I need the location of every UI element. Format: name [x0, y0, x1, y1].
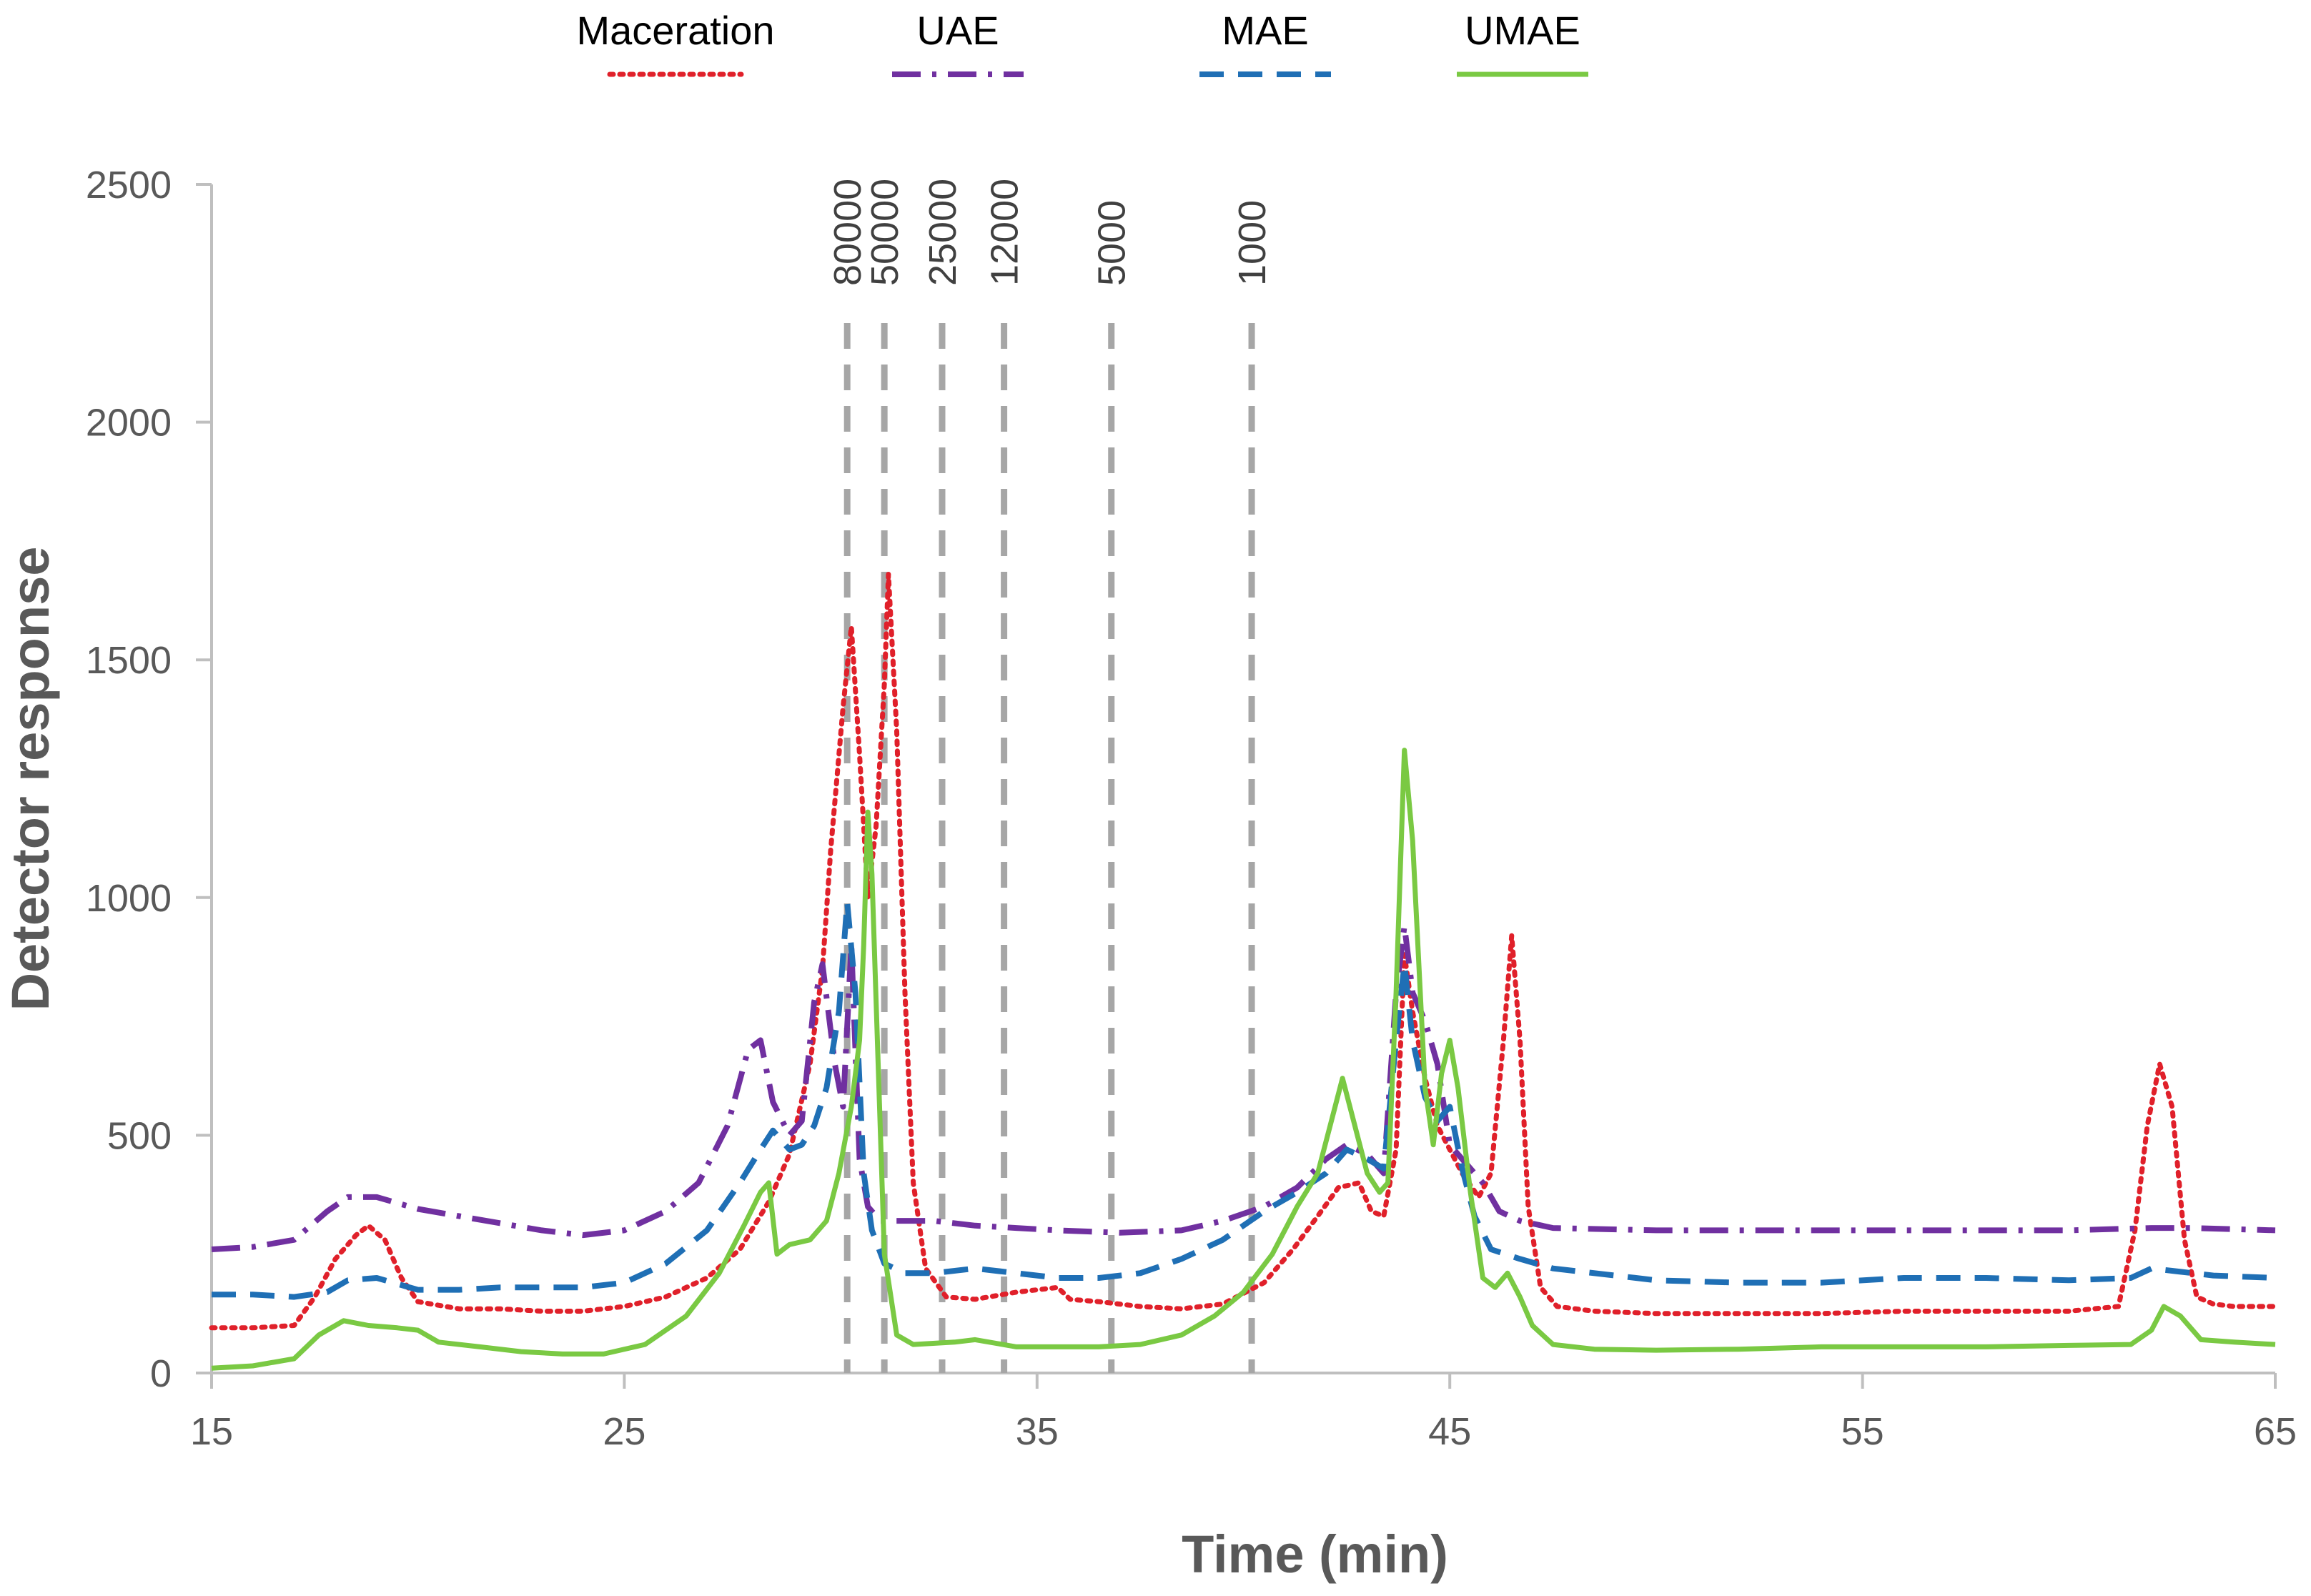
- mw-marker-label: 50000: [863, 179, 906, 286]
- x-axis-ticks: 15 25 35 45 55 65: [190, 1373, 2297, 1453]
- y-tick-label: 1500: [86, 639, 172, 682]
- series-line-uae: [211, 923, 2276, 1252]
- y-tick-label: 1000: [86, 877, 172, 920]
- mw-marker-label: 80000: [826, 179, 869, 286]
- x-tick-label: 35: [1016, 1410, 1059, 1453]
- y-tick-label: 2500: [86, 164, 172, 207]
- legend-label-umae: UMAE: [1465, 8, 1580, 53]
- y-tick-label: 2000: [86, 402, 172, 445]
- x-axis-title: Time (min): [1182, 1525, 1448, 1584]
- legend-label-maceration: Maceration: [576, 8, 774, 53]
- mw-marker-label: 5000: [1091, 200, 1134, 286]
- series-line-mae: [212, 899, 2276, 1300]
- x-tick-label: 55: [1841, 1410, 1884, 1453]
- series-layer: [209, 572, 2278, 1371]
- legend: Maceration UAE MAE UMAE: [576, 8, 1588, 77]
- y-tick-label: 500: [107, 1114, 172, 1157]
- mw-marker-label: 25000: [921, 179, 964, 286]
- series-line-umae: [211, 748, 2276, 1371]
- mw-marker-label: 1000: [1231, 200, 1274, 286]
- mw-marker-label: 12000: [984, 179, 1026, 286]
- x-tick-label: 65: [2254, 1410, 2297, 1453]
- series-line-maceration: [209, 572, 2278, 1331]
- y-axis-ticks: 0 500 1000 1500 2000 2500: [86, 164, 212, 1395]
- x-tick-label: 15: [190, 1410, 233, 1453]
- legend-label-uae: UAE: [916, 8, 999, 53]
- legend-label-mae: MAE: [1222, 8, 1308, 53]
- y-tick-label: 0: [150, 1352, 172, 1395]
- y-axis-title: Detector response: [1, 547, 60, 1011]
- x-tick-label: 25: [603, 1410, 645, 1453]
- x-tick-label: 45: [1428, 1410, 1471, 1453]
